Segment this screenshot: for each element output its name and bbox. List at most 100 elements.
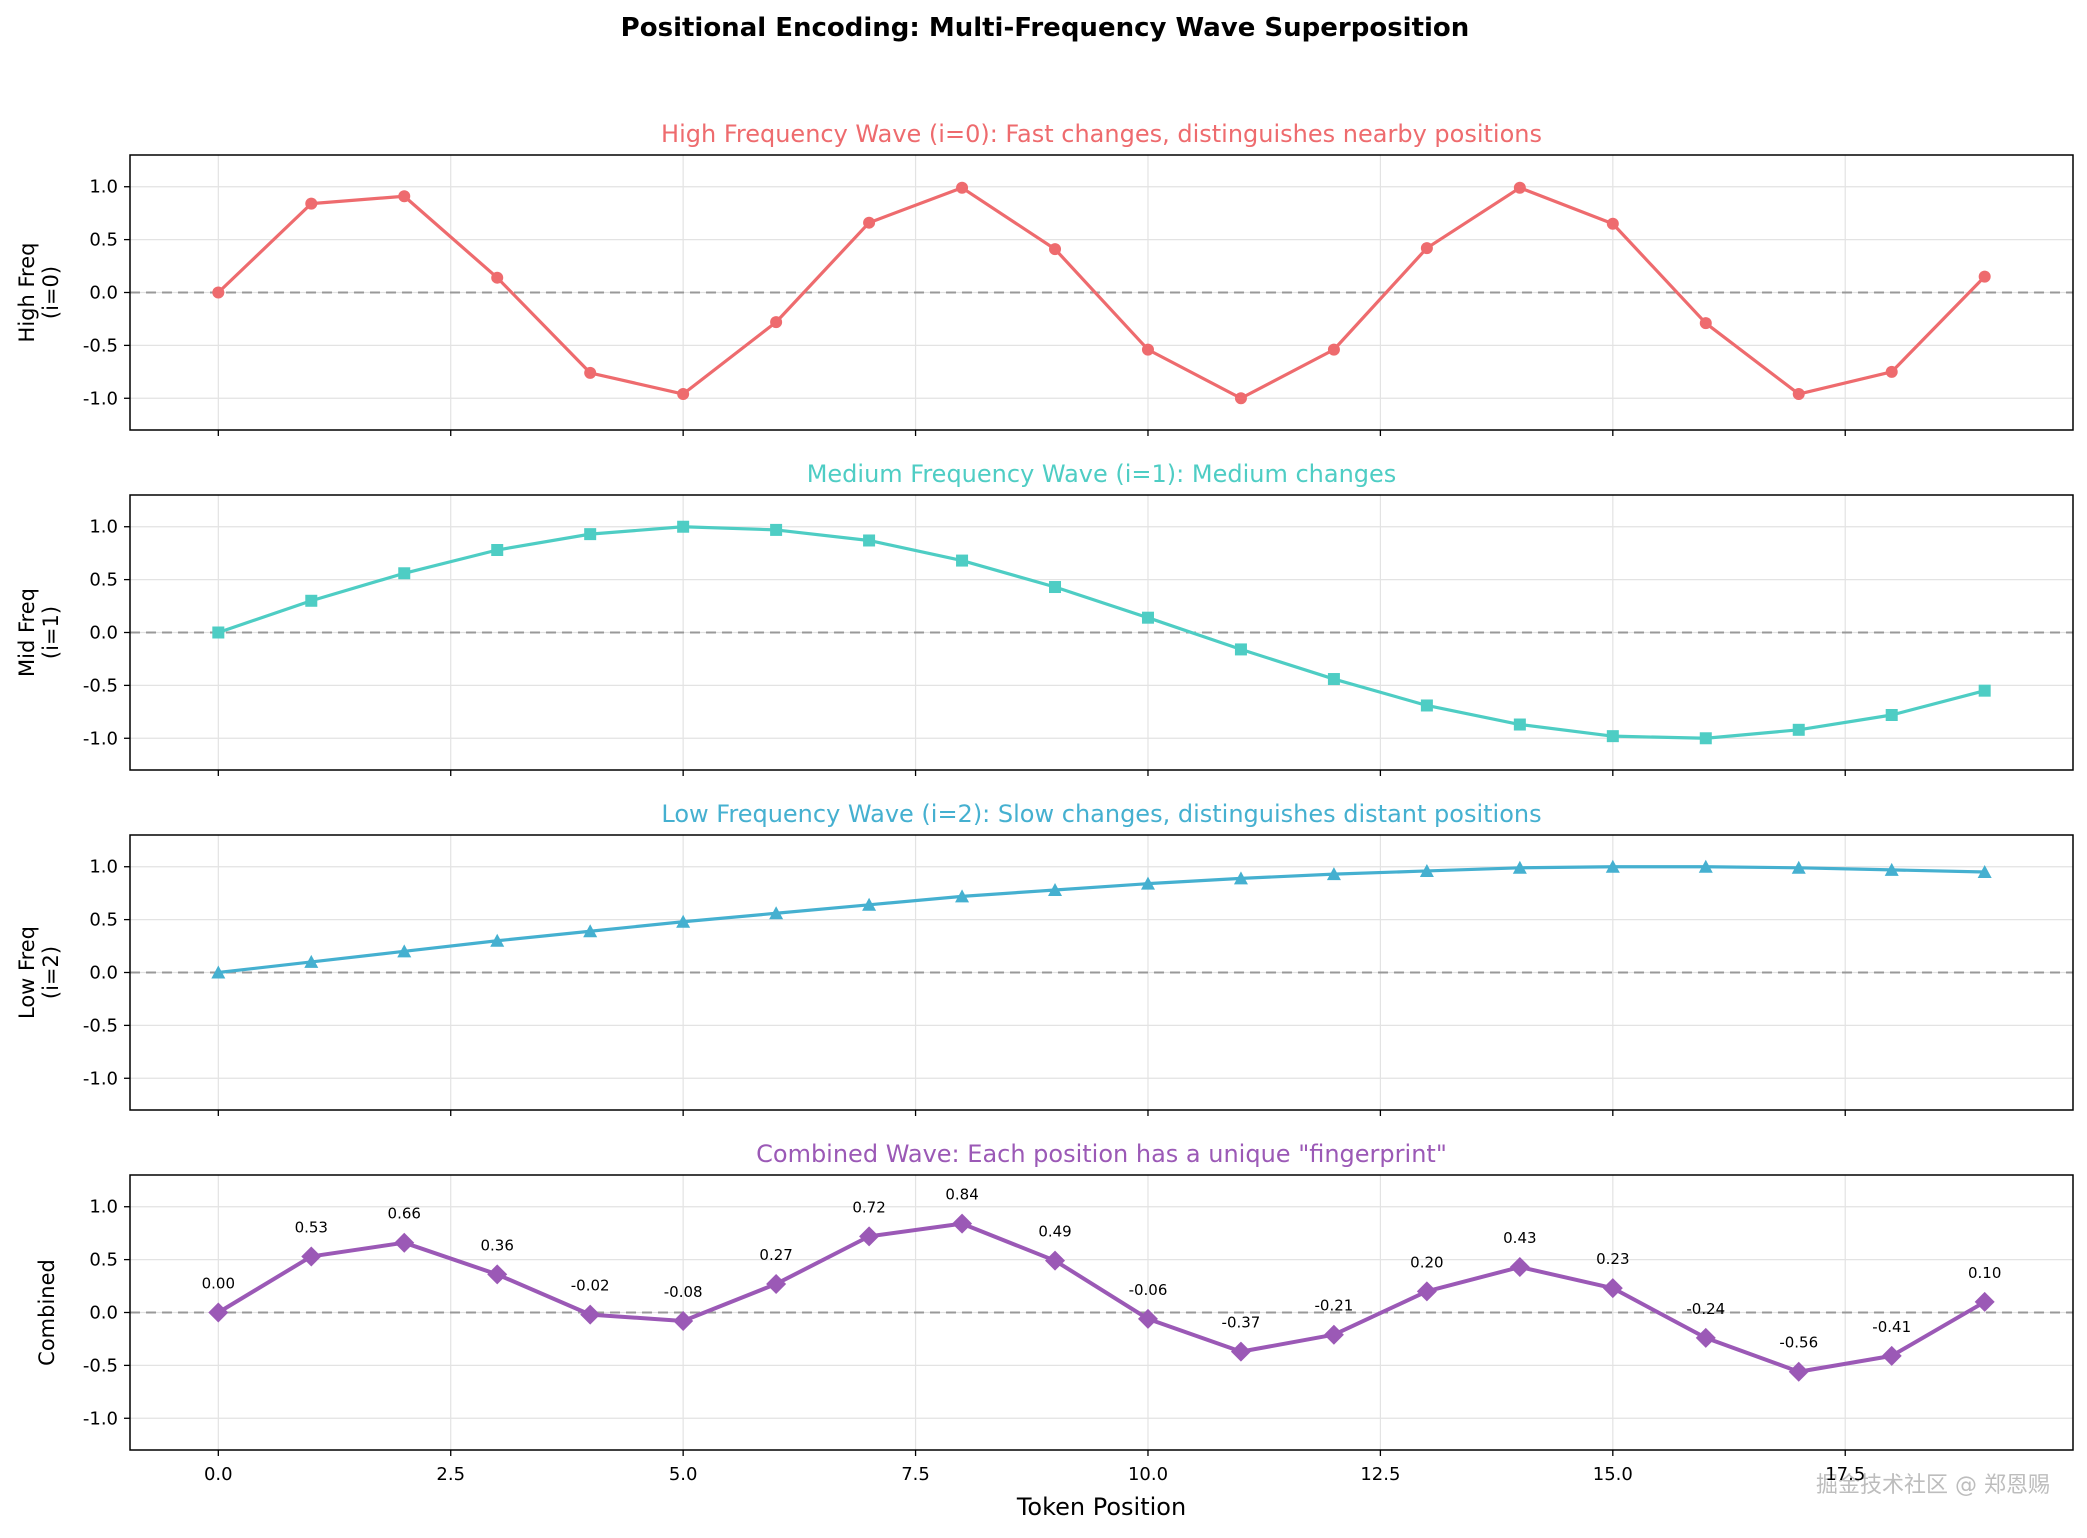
data-point — [1419, 863, 1434, 877]
data-point — [305, 197, 318, 210]
data-label: 0.10 — [1968, 1264, 2001, 1282]
y-tick-label: 0.0 — [89, 623, 118, 644]
data-point — [952, 1213, 973, 1234]
data-label: 0.00 — [202, 1275, 235, 1293]
data-point — [1699, 732, 1712, 745]
x-tick-label: 12.5 — [1360, 1464, 1400, 1485]
data-point — [1974, 1291, 1995, 1312]
series-line — [218, 865, 1985, 975]
data-point — [955, 889, 970, 903]
data-point — [673, 1310, 694, 1331]
data-point — [491, 544, 504, 556]
series-line — [217, 525, 1986, 740]
data-point — [1416, 1281, 1437, 1302]
data-point — [1234, 643, 1247, 656]
data-point — [1327, 673, 1340, 686]
data-point — [394, 1232, 415, 1253]
y-tick-label: 1.0 — [89, 517, 118, 538]
data-point — [1420, 699, 1433, 712]
data-point — [770, 523, 783, 536]
data-label: -0.02 — [571, 1277, 610, 1295]
y-tick-label: -1.0 — [83, 1408, 118, 1429]
data-point — [580, 1304, 601, 1325]
x-tick-label: 5.0 — [669, 1464, 698, 1485]
data-point — [862, 897, 877, 911]
y-tick-label: 0.5 — [89, 570, 118, 591]
data-point — [766, 1273, 787, 1294]
data-label: -0.24 — [1686, 1300, 1725, 1318]
data-point — [1326, 867, 1341, 881]
series-line — [217, 186, 1986, 400]
x-tick-label: 10.0 — [1128, 1464, 1168, 1485]
y-tick-label: -0.5 — [83, 1355, 118, 1376]
y-tick-label: -0.5 — [83, 335, 118, 356]
x-tick-label: 15.0 — [1593, 1464, 1633, 1485]
data-point — [1881, 1345, 1902, 1366]
data-point — [1978, 270, 1991, 283]
data-label: -0.06 — [1129, 1281, 1168, 1299]
y-tick-label: -1.0 — [83, 388, 118, 409]
y-tick-label: 0.5 — [89, 230, 118, 251]
data-label: 0.53 — [295, 1218, 328, 1236]
data-point — [1137, 1308, 1158, 1329]
data-label: 0.43 — [1503, 1229, 1536, 1247]
data-point — [1791, 860, 1806, 874]
data-point — [301, 1246, 322, 1267]
y-tick-label: -1.0 — [83, 1068, 118, 1089]
data-point — [676, 914, 691, 928]
data-point — [1233, 871, 1248, 885]
data-point — [770, 316, 783, 329]
data-point — [1978, 684, 1991, 697]
panel-4: 1.0 0.5 0.0 -0.5 -1.0 0.0 2.5 5.0 7.5 10.0 12.5 15.… — [35, 1140, 2074, 1485]
x-axis-label: Token Position — [1016, 1493, 1186, 1521]
data-point — [677, 520, 690, 533]
data-point — [1788, 1361, 1809, 1382]
data-label: 0.84 — [945, 1186, 978, 1204]
data-point — [398, 567, 411, 580]
panel-3: 1.0 0.5 0.0 -0.5 -1.0 Low Frequency Wave (i=2… — [15, 800, 2074, 1116]
data-point — [1513, 718, 1526, 731]
data-point — [1885, 365, 1898, 378]
data-point — [1327, 343, 1340, 356]
x-tick-label: 2.5 — [436, 1464, 465, 1485]
y-tick-label: 0.0 — [89, 283, 118, 304]
data-label: -0.41 — [1872, 1318, 1911, 1336]
data-point — [1885, 709, 1898, 721]
y-tick-label: 1.0 — [89, 1197, 118, 1218]
data-label: -0.21 — [1315, 1297, 1354, 1315]
data-label: -0.37 — [1222, 1314, 1261, 1332]
y-tick-label: 0.0 — [89, 1303, 118, 1324]
panel-2: 1.0 0.5 0.0 -0.5 -1.0 Medium Frequency Wave (… — [15, 460, 2074, 776]
data-point — [1230, 1341, 1251, 1362]
data-point — [1048, 883, 1063, 896]
y-tick-label: 1.0 — [89, 177, 118, 198]
y-tick-label: 0.5 — [89, 1250, 118, 1271]
data-point — [1234, 392, 1247, 405]
y-axis-label: Mid Freq(i=1) — [15, 588, 63, 677]
data-point — [956, 554, 969, 567]
y-axis-label-line: Mid Freq — [15, 588, 39, 677]
y-tick-label: -1.0 — [83, 728, 118, 749]
data-point — [1049, 243, 1062, 256]
panel-title: Low Frequency Wave (i=2): Slow changes, … — [661, 800, 1541, 828]
data-point — [1512, 860, 1527, 874]
data-point — [397, 944, 412, 958]
panel-title: High Frequency Wave (i=0): Fast changes,… — [661, 120, 1542, 148]
data-point — [584, 528, 597, 541]
data-label: 0.36 — [481, 1236, 514, 1254]
y-axis-label-line: Low Freq — [15, 926, 39, 1019]
data-point — [583, 924, 598, 938]
data-label: 0.72 — [852, 1198, 885, 1216]
panel-1: 1.0 0.5 0.0 -0.5 -1.0 High Frequency Wave (i=… — [15, 120, 2074, 436]
data-point — [1884, 862, 1899, 876]
data-label: 0.27 — [759, 1246, 792, 1264]
y-axis-label-line: High Freq — [15, 243, 39, 343]
data-point — [1141, 611, 1154, 624]
y-tick-label: -0.5 — [83, 1015, 118, 1036]
data-point — [677, 388, 690, 401]
figure-title: Positional Encoding: Multi-Frequency Wav… — [621, 13, 1470, 43]
data-point — [1420, 242, 1433, 255]
data-point — [859, 1226, 880, 1247]
data-point — [1606, 217, 1619, 230]
